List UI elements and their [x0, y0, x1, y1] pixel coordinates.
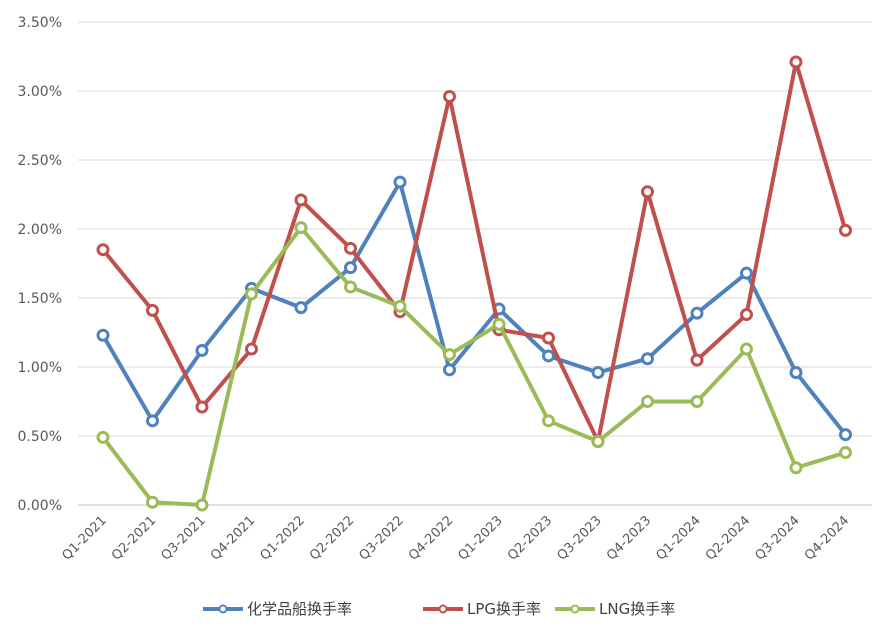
data-point [591, 366, 605, 380]
data-point [492, 317, 506, 331]
data-point [195, 400, 209, 414]
data-point [443, 90, 456, 104]
x-tick-label: Q1-2022 [257, 513, 307, 563]
data-point [294, 221, 308, 235]
x-axis-ticks: Q1-2021 Q2-2021 Q3-2021 Q4-2021 Q1-2022 Q2-20… [59, 513, 852, 563]
y-tick-label: 1.00% [18, 360, 62, 376]
x-tick-label: Q1-2024 [653, 513, 703, 563]
x-tick-label: Q1-2023 [455, 513, 505, 563]
x-tick-label: Q4-2024 [802, 513, 852, 563]
legend-swatch-marker [570, 604, 580, 614]
legend-swatch-marker [218, 604, 228, 614]
x-tick-label: Q2-2021 [109, 513, 159, 563]
data-point [690, 395, 704, 408]
data-point [690, 353, 704, 367]
legend: 化学品船换手率 LPG换手率 LNG换手率 [203, 600, 675, 618]
x-tick-label: Q2-2022 [307, 513, 357, 563]
data-point [542, 414, 555, 428]
data-point [393, 175, 407, 189]
data-point [443, 348, 456, 362]
x-tick-label: Q3-2023 [554, 513, 604, 563]
data-point [96, 430, 110, 444]
data-point [641, 352, 654, 366]
series-lines [96, 55, 852, 512]
data-point [740, 308, 753, 322]
x-tick-label: Q3-2022 [356, 513, 406, 563]
data-point [839, 446, 852, 460]
data-point [195, 343, 209, 357]
x-tick-label: Q4-2022 [406, 513, 456, 563]
y-tick-label: 3.50% [18, 15, 62, 31]
legend-swatch-marker [438, 604, 448, 614]
series-line [101, 225, 848, 507]
y-tick-label: 2.50% [18, 153, 62, 169]
legend-item: 化学品船换手率 [203, 600, 352, 618]
data-point [839, 428, 852, 442]
data-point [393, 299, 407, 313]
x-tick-label: Q4-2023 [604, 513, 654, 563]
legend-label: 化学品船换手率 [247, 600, 352, 618]
data-point [839, 223, 852, 237]
x-tick-label: Q3-2024 [752, 513, 802, 563]
y-tick-label: 1.50% [18, 291, 62, 307]
y-axis-ticks: 0.00% 0.50% 1.00% 1.50% 2.00% 2.50% 3.00% 3.50% [18, 15, 62, 514]
data-point [344, 280, 357, 294]
data-point [641, 395, 654, 408]
legend-item: LPG换手率 [423, 600, 541, 618]
data-point [96, 328, 110, 342]
data-point [195, 498, 209, 512]
data-point [245, 342, 258, 356]
x-tick-label: Q2-2023 [505, 513, 555, 563]
data-point [443, 363, 456, 377]
series-2 [96, 221, 852, 512]
data-point [294, 193, 308, 207]
y-tick-label: 2.00% [18, 222, 62, 238]
series-1 [96, 55, 852, 449]
data-point [690, 306, 704, 320]
y-tick-label: 0.00% [18, 498, 62, 514]
y-tick-label: 3.00% [18, 84, 62, 100]
data-point [146, 303, 159, 317]
data-point [740, 266, 753, 280]
data-point [789, 366, 803, 380]
series-line [101, 60, 848, 444]
legend-label: LNG换手率 [599, 600, 675, 618]
gridlines [78, 21, 872, 506]
x-tick-label: Q4-2021 [208, 513, 258, 563]
data-point [542, 331, 555, 345]
legend-item: LNG换手率 [555, 600, 675, 618]
x-tick-label: Q3-2021 [158, 513, 208, 563]
data-point [344, 261, 357, 275]
data-point [245, 287, 258, 301]
data-point [740, 342, 753, 356]
data-point [789, 55, 803, 69]
data-point [96, 243, 110, 257]
data-point [591, 435, 605, 449]
legend-label: LPG换手率 [467, 600, 541, 618]
data-point [146, 414, 159, 428]
data-point [344, 241, 357, 255]
data-point [789, 461, 803, 475]
data-point [294, 301, 308, 315]
data-point [146, 495, 159, 509]
x-tick-label: Q1-2021 [59, 513, 109, 563]
y-tick-label: 0.50% [18, 429, 62, 445]
x-tick-label: Q2-2024 [703, 513, 753, 563]
data-point [542, 349, 555, 363]
data-point [641, 185, 654, 199]
